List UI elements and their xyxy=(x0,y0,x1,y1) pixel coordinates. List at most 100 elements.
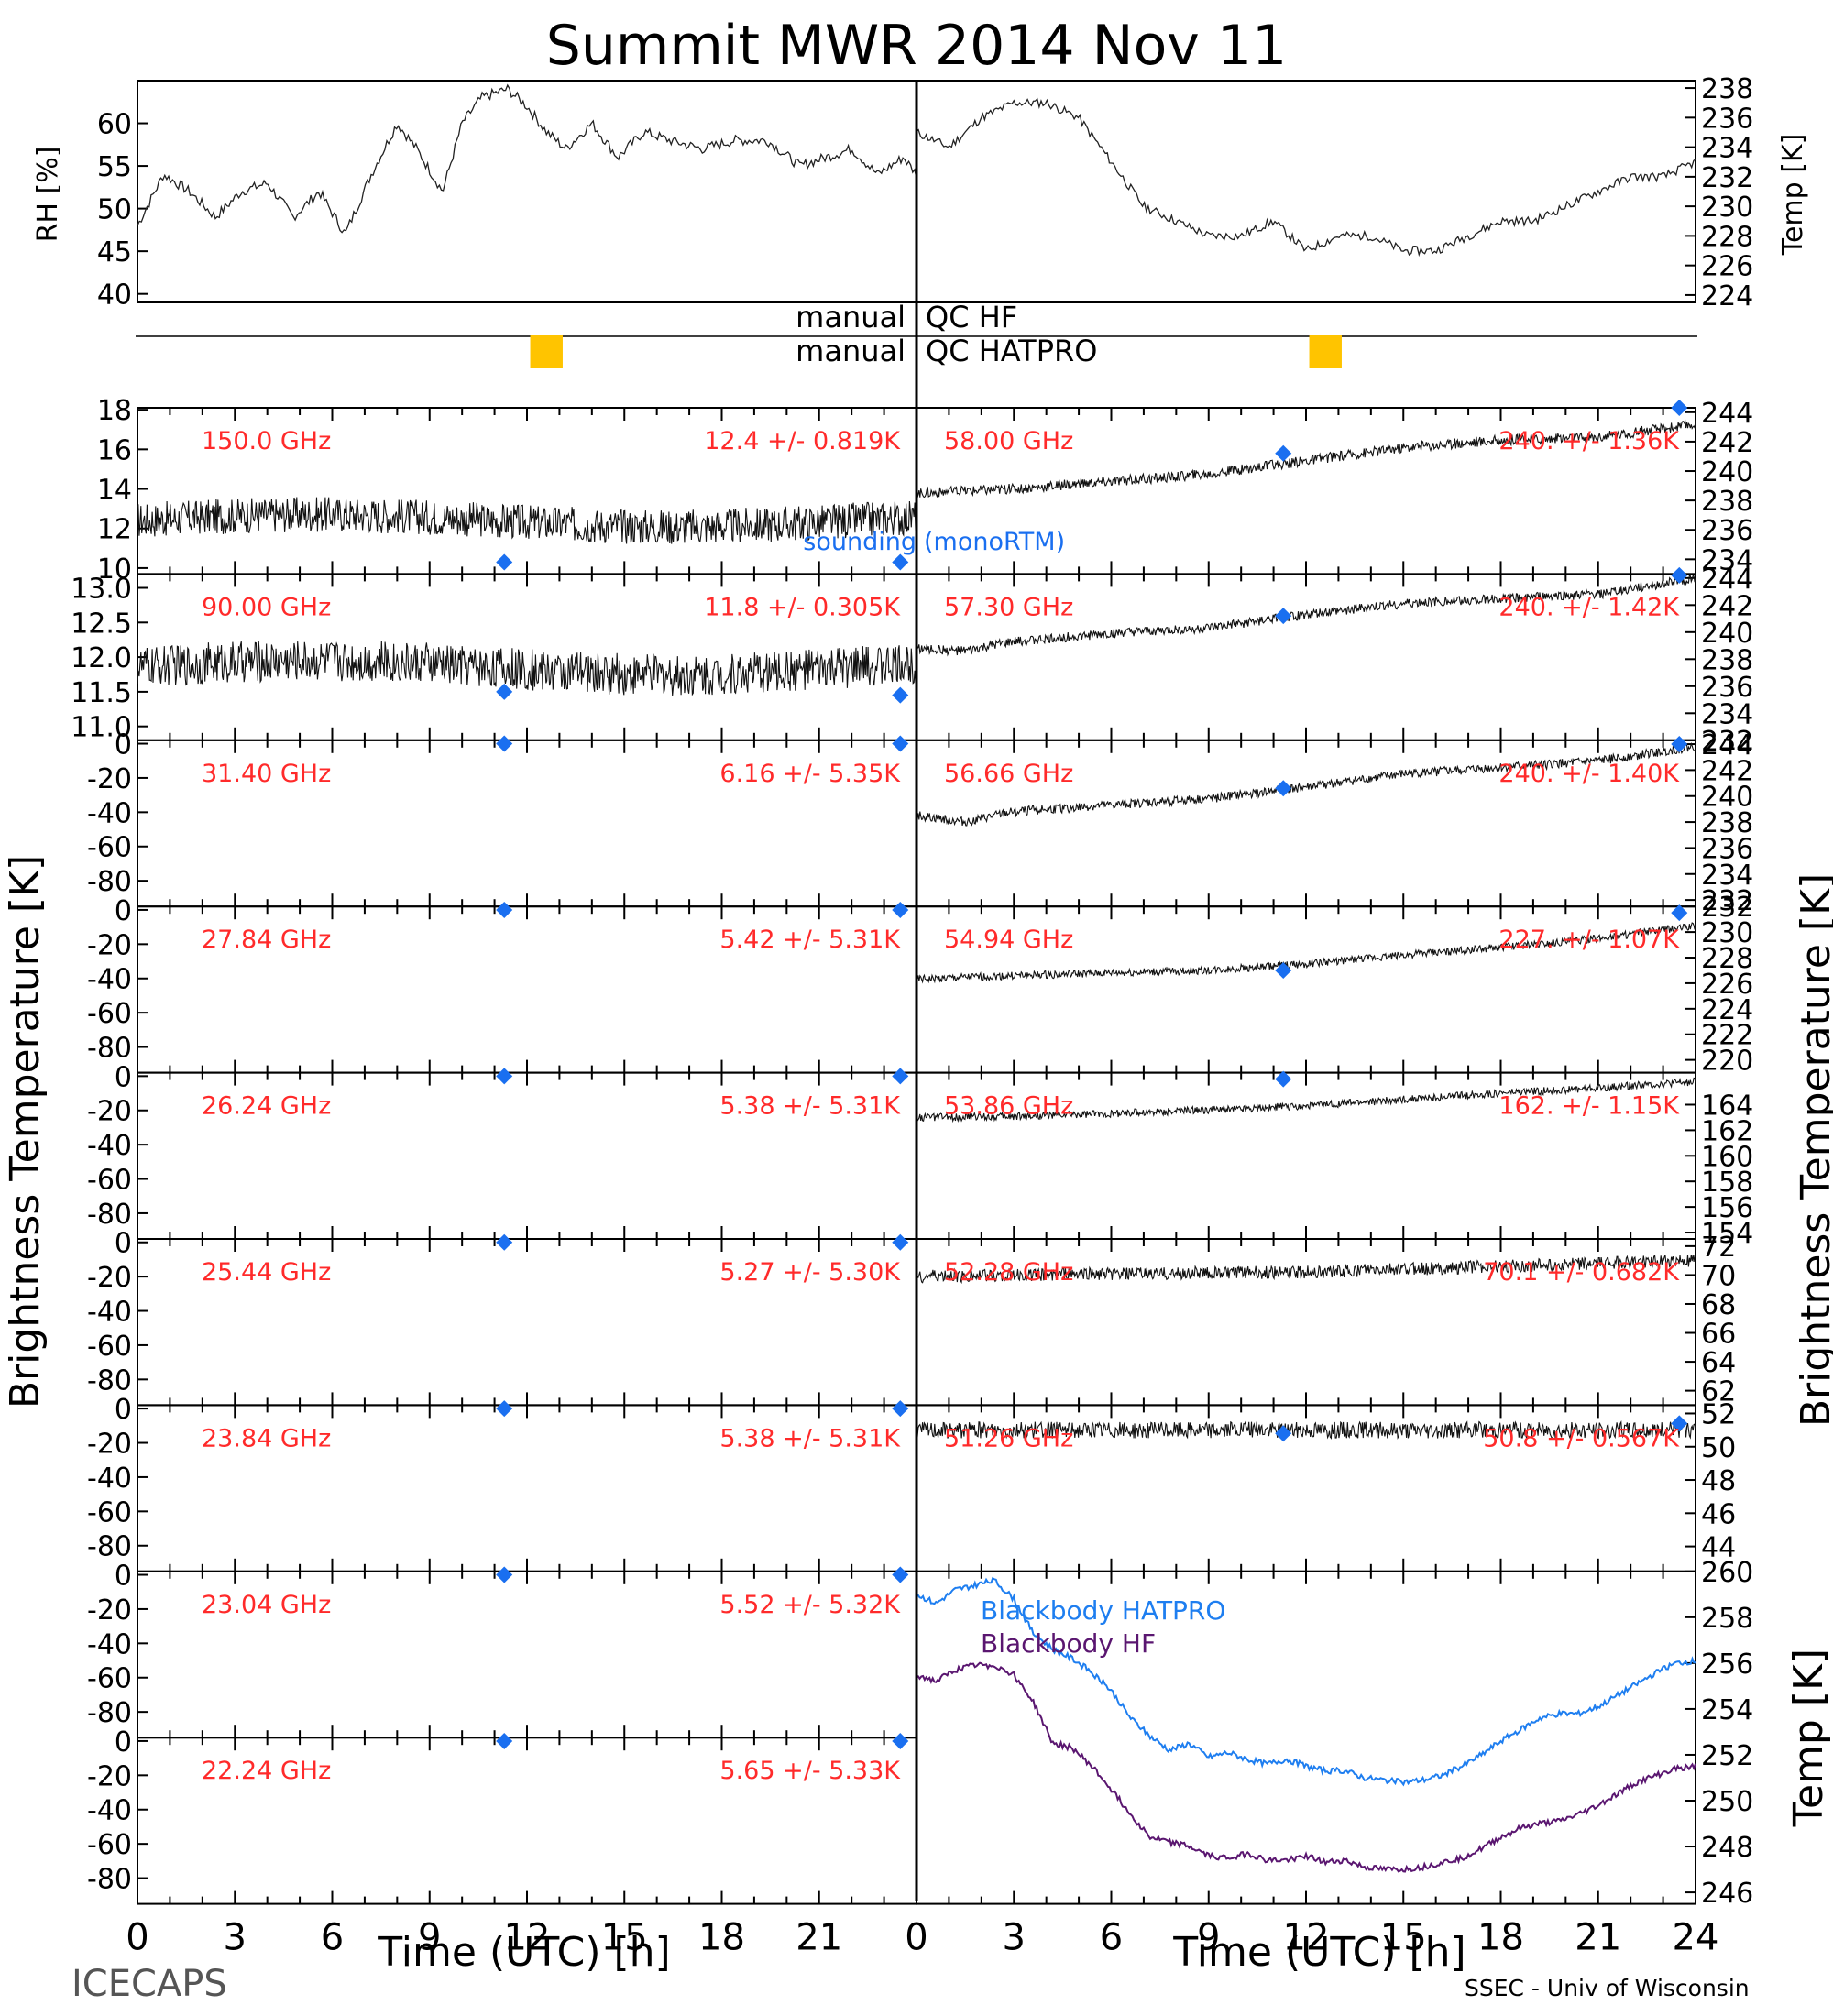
left-ch22-channel-stat: 5.65 +/- 5.33K xyxy=(719,1757,901,1785)
x-tick-label-right: 21 xyxy=(1575,1917,1621,1959)
rh-ytick-label: 60 xyxy=(97,109,132,141)
temp-ytick-label: 234 xyxy=(1701,133,1753,165)
x-tick-label-left: 0 xyxy=(126,1917,148,1959)
x-tick-label-left: 3 xyxy=(224,1917,247,1959)
rh-line xyxy=(137,83,917,234)
right-ch57-channel-stat: 240. +/- 1.42K xyxy=(1498,593,1680,621)
x-tick-label-left: 18 xyxy=(698,1917,745,1959)
left-ch27-sounding-point xyxy=(496,901,513,918)
x-tick-label-left: 9 xyxy=(418,1917,441,1959)
right-ch52-ytick-label: 70 xyxy=(1701,1260,1736,1292)
left-ch25-ytick-label: 0 xyxy=(115,1228,132,1260)
qc-hatpro-left-label: manual xyxy=(796,334,906,368)
right-ch56-channel-stat: 240. +/- 1.40K xyxy=(1498,760,1680,788)
left-ch31-channel-label: 31.40 GHz xyxy=(202,760,331,788)
right-ch54-ytick-label: 228 xyxy=(1701,943,1753,975)
right-ch54-ytick-label: 230 xyxy=(1701,917,1753,949)
left-ch26-ytick-label: -60 xyxy=(87,1165,132,1197)
left-ch27-ytick-label: -60 xyxy=(87,998,132,1030)
right-ch53-ytick-label: 160 xyxy=(1701,1141,1753,1173)
left-ch23b-ytick-label: -60 xyxy=(87,1663,132,1695)
left-ch23a-channel-stat: 5.38 +/- 5.31K xyxy=(719,1424,901,1452)
left-ch26-ytick-label: 0 xyxy=(115,1061,132,1093)
left-ch25-sounding-point xyxy=(892,1233,909,1251)
left-ch23b-ytick-label: -80 xyxy=(87,1697,132,1729)
left-ch27-channel-label: 27.84 GHz xyxy=(202,926,331,954)
blackbody-ytick-label: 254 xyxy=(1701,1694,1753,1726)
left-ch22-ytick-label: -80 xyxy=(87,1864,132,1896)
chart-title: Summit MWR 2014 Nov 11 xyxy=(546,14,1287,78)
left-ch31-ytick-label: -60 xyxy=(87,832,132,864)
right-ch54-channel-stat: 227. +/- 1.07K xyxy=(1498,926,1680,954)
qc-hf-right-label: QC HF xyxy=(926,300,1017,334)
right-ch53-channel-stat: 162. +/- 1.15K xyxy=(1498,1092,1680,1121)
right-ch52-ytick-label: 66 xyxy=(1701,1319,1736,1351)
right-ch51-ytick-label: 44 xyxy=(1701,1532,1736,1564)
left-ch23b-sounding-point xyxy=(892,1566,909,1583)
left-ch27-sounding-point xyxy=(892,901,909,918)
left-ch90-channel-stat: 11.8 +/- 0.305K xyxy=(704,593,901,621)
right-ch52-ytick-label: 72 xyxy=(1701,1232,1736,1264)
left-ch150-sounding-point xyxy=(892,553,909,571)
right-ch53-ytick-label: 164 xyxy=(1701,1090,1753,1122)
blackbody-ytick-label: 252 xyxy=(1701,1740,1753,1772)
right-ch58-ytick-label: 242 xyxy=(1701,427,1753,459)
left-ch25-sounding-point xyxy=(496,1233,513,1251)
right-ch54-ytick-label: 226 xyxy=(1701,969,1753,1001)
right-ch58-ytick-label: 234 xyxy=(1701,544,1753,576)
left-ch90-ytick-label: 12.0 xyxy=(71,642,132,674)
left-axis-title: Brightness Temperature [K] xyxy=(2,855,49,1408)
left-ch26-channel-label: 26.24 GHz xyxy=(202,1092,331,1121)
x-title-left: Time (UTC) [h] xyxy=(377,1929,670,1976)
qc-hatpro-right-label: QC HATPRO xyxy=(926,334,1097,368)
left-ch150-sounding-point xyxy=(496,553,513,571)
right-ch56-channel-label: 56.66 GHz xyxy=(944,760,1073,788)
temp-ytick-label: 232 xyxy=(1701,162,1753,194)
left-ch22-ytick-label: 0 xyxy=(115,1726,132,1759)
right-ch54-data xyxy=(916,922,1696,984)
left-ch22-sounding-point xyxy=(892,1732,909,1749)
right-ch58-ytick-label: 238 xyxy=(1701,486,1753,518)
rh-ytick-label: 50 xyxy=(97,194,132,226)
left-ch25-channel-label: 25.44 GHz xyxy=(202,1258,331,1287)
right-ch53-ytick-label: 154 xyxy=(1701,1218,1753,1250)
footer-right: SSEC - Univ of Wisconsin xyxy=(1465,1975,1750,2001)
left-ch23a-sounding-point xyxy=(892,1400,909,1418)
rh-axis-label: RH [%] xyxy=(32,147,64,243)
right-ch54-channel-label: 54.94 GHz xyxy=(944,926,1073,954)
right-ch52-ytick-label: 68 xyxy=(1701,1289,1736,1321)
left-ch150-channel-label: 150.0 GHz xyxy=(202,427,331,455)
left-ch25-ytick-label: -40 xyxy=(87,1297,132,1329)
left-ch90-ytick-label: 11.0 xyxy=(71,712,132,744)
left-ch23a-sounding-point xyxy=(496,1400,513,1418)
left-ch23a-ytick-label: -20 xyxy=(87,1429,132,1461)
right-ch51-sounding-point xyxy=(1275,1425,1292,1442)
right-ch52-ytick-label: 62 xyxy=(1701,1376,1736,1408)
right-ch51-data xyxy=(916,1419,1696,1441)
left-ch26-sounding-point xyxy=(496,1068,513,1085)
right-ch57-data xyxy=(916,574,1696,657)
left-ch31-ytick-label: 0 xyxy=(115,729,132,761)
right-ch56-data xyxy=(916,741,1696,827)
right-ch58-sounding-point xyxy=(1275,444,1292,462)
right-ch58-ytick-label: 236 xyxy=(1701,515,1753,547)
left-ch31-ytick-label: -40 xyxy=(87,797,132,829)
left-ch22-ytick-label: -20 xyxy=(87,1760,132,1792)
right-ch58-ytick-label: 244 xyxy=(1701,398,1753,430)
left-ch27-ytick-label: -80 xyxy=(87,1033,132,1065)
x-tick-label-left: 21 xyxy=(796,1917,842,1959)
temp-ytick-label: 226 xyxy=(1701,251,1753,283)
x-title-right: Time (UTC) [h] xyxy=(1172,1929,1465,1976)
right-ch54-ytick-label: 220 xyxy=(1701,1046,1753,1078)
right-ch58-data xyxy=(916,419,1696,499)
temp-ytick-label: 238 xyxy=(1701,73,1753,105)
right-ch58-channel-label: 58.00 GHz xyxy=(944,427,1073,455)
temp-frame xyxy=(916,80,1696,303)
right-ch53-sounding-point xyxy=(1275,1070,1292,1088)
left-ch150-channel-stat: 12.4 +/- 0.819K xyxy=(704,427,901,455)
rh-ytick-label: 55 xyxy=(97,151,132,183)
blackbody-ytick-label: 258 xyxy=(1701,1603,1753,1635)
left-ch150-data xyxy=(137,497,917,544)
